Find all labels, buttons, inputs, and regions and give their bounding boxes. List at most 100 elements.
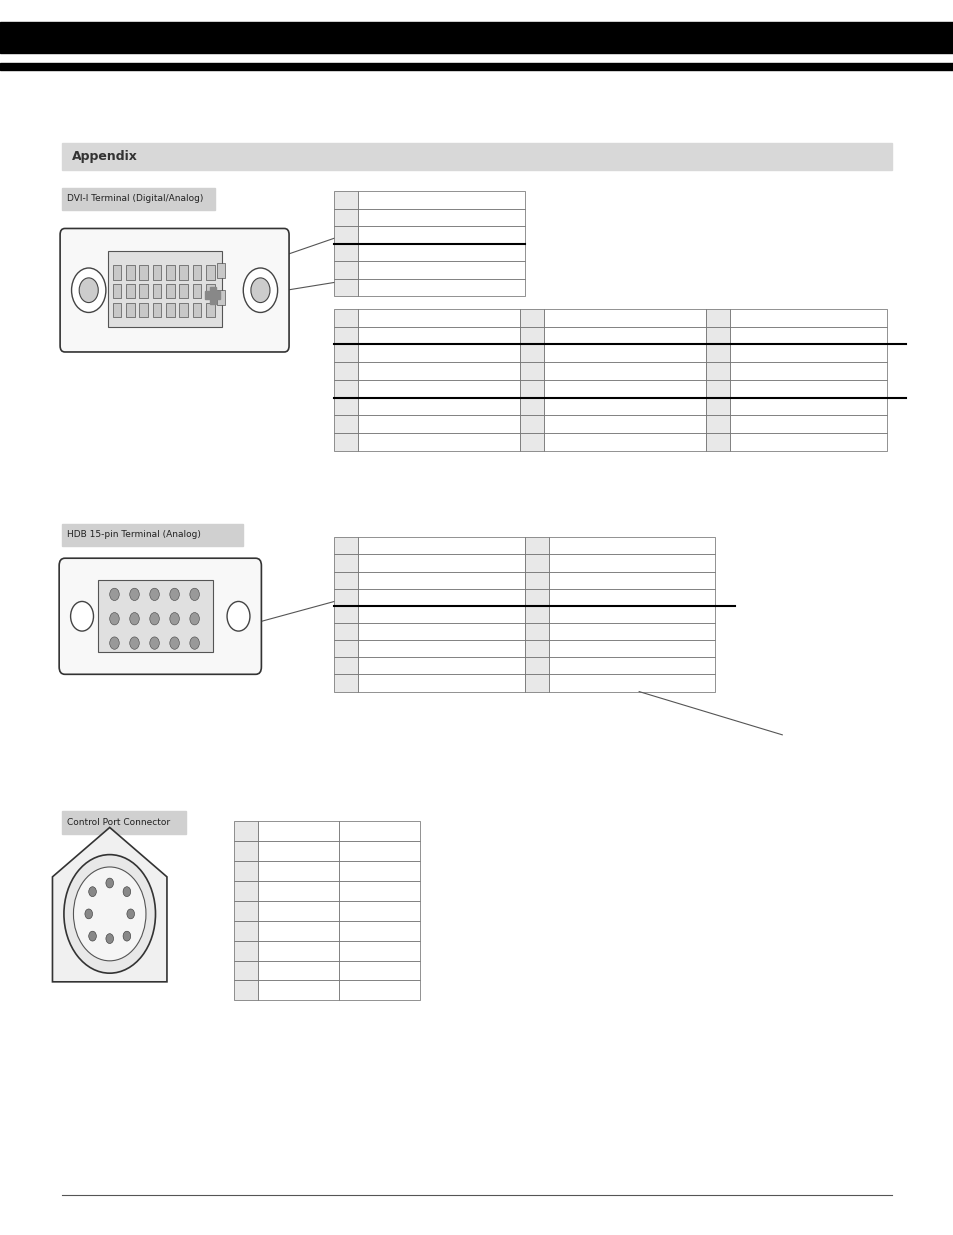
Bar: [139, 264, 148, 279]
Bar: [524, 537, 548, 555]
Bar: [206, 264, 214, 279]
Bar: [524, 674, 548, 692]
Bar: [233, 921, 257, 941]
Circle shape: [71, 601, 93, 631]
Bar: [334, 657, 357, 674]
Circle shape: [89, 931, 96, 941]
Bar: [548, 589, 715, 606]
Circle shape: [190, 613, 199, 625]
Circle shape: [110, 613, 119, 625]
Bar: [543, 415, 705, 433]
Bar: [257, 941, 338, 961]
Bar: [206, 303, 214, 317]
Bar: [0, 22, 953, 53]
Bar: [524, 622, 548, 640]
Bar: [519, 362, 543, 380]
Bar: [334, 398, 357, 415]
Bar: [357, 572, 524, 589]
Bar: [543, 362, 705, 380]
Bar: [334, 640, 357, 657]
Circle shape: [123, 931, 131, 941]
Bar: [338, 881, 419, 900]
Bar: [334, 279, 357, 296]
Bar: [357, 226, 524, 245]
Circle shape: [251, 278, 270, 303]
Bar: [0, 63, 953, 70]
Bar: [112, 303, 121, 317]
Bar: [233, 941, 257, 961]
Bar: [139, 284, 148, 299]
Text: Appendix: Appendix: [71, 151, 137, 163]
Bar: [233, 961, 257, 981]
Bar: [338, 821, 419, 841]
Bar: [357, 345, 519, 362]
Circle shape: [79, 278, 98, 303]
Bar: [519, 326, 543, 345]
Bar: [338, 961, 419, 981]
Bar: [334, 362, 357, 380]
Bar: [519, 415, 543, 433]
Bar: [524, 657, 548, 674]
Bar: [338, 861, 419, 881]
Bar: [357, 279, 524, 296]
Bar: [543, 433, 705, 451]
Circle shape: [110, 588, 119, 600]
Circle shape: [130, 637, 139, 650]
Circle shape: [190, 637, 199, 650]
Bar: [524, 606, 548, 622]
Bar: [357, 622, 524, 640]
Circle shape: [85, 909, 92, 919]
Circle shape: [150, 637, 159, 650]
Bar: [334, 433, 357, 451]
Bar: [705, 415, 729, 433]
Bar: [257, 841, 338, 861]
Bar: [257, 900, 338, 921]
Bar: [729, 398, 886, 415]
Bar: [548, 640, 715, 657]
Circle shape: [227, 601, 250, 631]
Bar: [729, 433, 886, 451]
Bar: [338, 841, 419, 861]
Bar: [357, 657, 524, 674]
Bar: [334, 345, 357, 362]
Bar: [166, 264, 174, 279]
Circle shape: [123, 887, 131, 897]
Bar: [357, 262, 524, 279]
Bar: [152, 303, 161, 317]
Bar: [334, 209, 357, 226]
Bar: [357, 674, 524, 692]
Bar: [62, 524, 243, 546]
Bar: [126, 284, 134, 299]
Circle shape: [170, 588, 179, 600]
Bar: [357, 362, 519, 380]
Circle shape: [130, 613, 139, 625]
Bar: [338, 900, 419, 921]
Bar: [334, 622, 357, 640]
Circle shape: [110, 637, 119, 650]
FancyBboxPatch shape: [59, 558, 261, 674]
Bar: [524, 555, 548, 572]
Circle shape: [243, 268, 277, 312]
Bar: [357, 606, 524, 622]
Circle shape: [150, 588, 159, 600]
Bar: [705, 380, 729, 398]
Circle shape: [71, 268, 106, 312]
Bar: [357, 326, 519, 345]
Bar: [334, 555, 357, 572]
Bar: [233, 861, 257, 881]
Bar: [334, 380, 357, 398]
Bar: [257, 961, 338, 981]
Bar: [357, 209, 524, 226]
Bar: [543, 326, 705, 345]
Bar: [166, 284, 174, 299]
Bar: [205, 291, 220, 299]
Bar: [334, 674, 357, 692]
Bar: [216, 290, 225, 305]
Bar: [334, 226, 357, 245]
Bar: [112, 264, 121, 279]
Bar: [519, 345, 543, 362]
Bar: [193, 303, 201, 317]
Bar: [548, 674, 715, 692]
Bar: [543, 380, 705, 398]
Bar: [338, 981, 419, 1000]
